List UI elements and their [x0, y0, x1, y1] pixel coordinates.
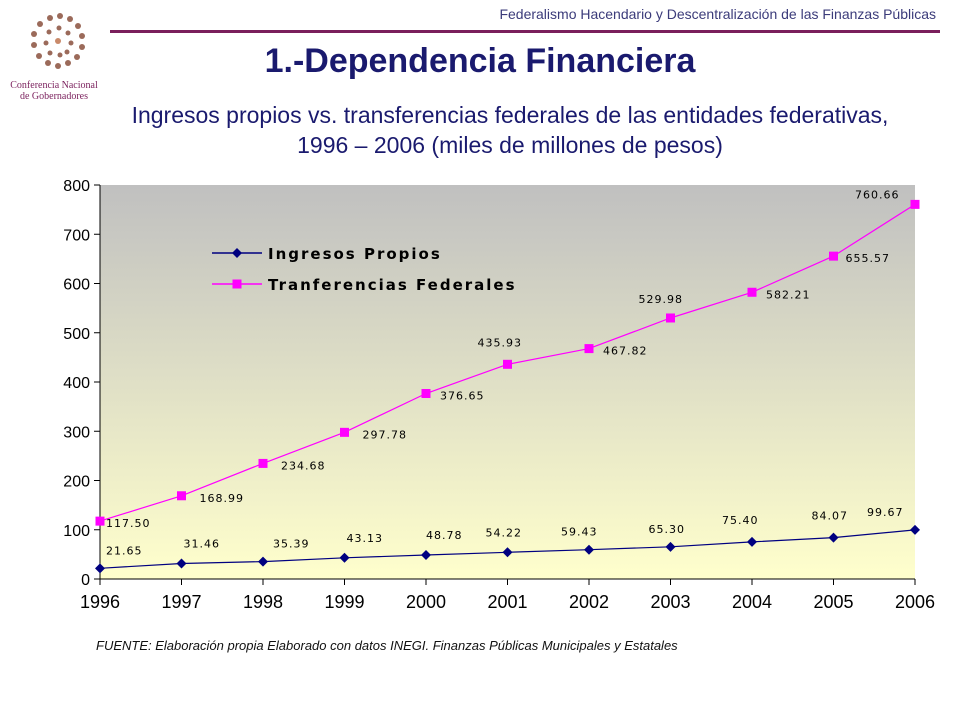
y-tick-label: 300 [63, 424, 90, 441]
point-ingresos-propios [665, 541, 676, 552]
data-label-tranferencias-federales: 582.21 [766, 288, 811, 301]
point-tranferencias-federales [421, 388, 431, 398]
legend: Ingresos Propios Tranferencias Federales [212, 245, 517, 294]
data-label-tranferencias-federales: 376.65 [440, 389, 485, 402]
point-tranferencias-federales [747, 287, 757, 297]
x-tick-label: 2005 [813, 592, 853, 612]
point-tranferencias-federales [340, 427, 349, 437]
data-label-ingresos-propios: 48.78 [426, 529, 463, 542]
point-ingresos-propios [747, 536, 757, 547]
logo-text-line2: de Gobernadores [19, 91, 89, 102]
x-tick-label: 1998 [243, 592, 283, 612]
y-tick-label: 100 [63, 523, 90, 540]
x-tick-label: 1999 [324, 592, 364, 612]
y-tick-label: 200 [63, 474, 90, 491]
point-tranferencias-federales [177, 491, 186, 501]
y-tick-label: 800 [63, 178, 90, 195]
header-divider [110, 30, 940, 33]
header-text: Federalismo Hacendario y Descentralizaci… [499, 6, 936, 22]
point-ingresos-propios [339, 552, 350, 563]
x-tick-label: 2004 [732, 592, 772, 612]
y-tick-label: 400 [63, 375, 90, 392]
data-label-tranferencias-federales: 117.50 [106, 517, 151, 530]
data-label-ingresos-propios: 84.07 [812, 510, 849, 523]
point-ingresos-propios [828, 532, 839, 543]
data-label-ingresos-propios: 75.40 [722, 514, 759, 527]
data-label-ingresos-propios: 21.65 [106, 544, 143, 557]
data-label-tranferencias-federales: 168.99 [200, 492, 245, 505]
source-note: FUENTE: Elaboración propia Elaborado con… [96, 638, 678, 653]
data-label-tranferencias-federales: 529.98 [639, 293, 684, 306]
x-tick-label: 2006 [895, 592, 935, 612]
legend-item-ingresos-propios-label: Ingresos Propios [268, 245, 442, 263]
logo-text-line1: Conferencia Nacional [10, 80, 98, 91]
data-label-tranferencias-federales: 435.93 [478, 336, 523, 349]
legend-item-tranferencias-federales-marker [232, 279, 242, 289]
data-label-tranferencias-federales: 467.82 [603, 345, 648, 358]
legend-item-tranferencias-federales-label: Tranferencias Federales [268, 276, 517, 294]
point-tranferencias-federales [95, 516, 105, 526]
y-tick-label: 600 [63, 277, 90, 294]
data-label-tranferencias-federales: 655.57 [846, 252, 891, 265]
point-ingresos-propios [584, 544, 594, 555]
y-tick-label: 700 [63, 227, 90, 244]
plot-area [100, 185, 915, 579]
point-tranferencias-federales [666, 313, 675, 323]
x-tick-label: 2000 [406, 592, 446, 612]
data-label-ingresos-propios: 65.30 [649, 523, 686, 536]
point-tranferencias-federales [503, 359, 512, 369]
page-title: 1.-Dependencia Financiera [264, 42, 696, 80]
point-ingresos-propios [258, 556, 268, 567]
x-tick-label: 2003 [650, 592, 690, 612]
point-ingresos-propios [910, 524, 920, 535]
x-tick-label: 1997 [161, 592, 201, 612]
point-ingresos-propios [421, 549, 431, 560]
data-label-tranferencias-federales: 760.66 [855, 188, 900, 201]
data-label-tranferencias-federales: 297.78 [363, 428, 408, 441]
y-tick-label: 0 [81, 572, 90, 589]
logo: Conferencia Nacional de Gobernadores [4, 10, 114, 102]
x-tick-label: 2002 [569, 592, 609, 612]
point-ingresos-propios [502, 547, 513, 558]
data-label-tranferencias-federales: 234.68 [281, 459, 326, 472]
chart-subtitle: Ingresos propios vs. transferencias fede… [131, 102, 889, 158]
x-tick-label: 2001 [487, 592, 527, 612]
point-tranferencias-federales [910, 199, 920, 209]
point-tranferencias-federales [584, 344, 594, 354]
point-ingresos-propios [176, 558, 187, 569]
point-ingresos-propios [95, 563, 105, 574]
data-label-ingresos-propios: 35.39 [273, 538, 310, 551]
logo-emblem-icon [31, 13, 85, 69]
data-label-ingresos-propios: 43.13 [347, 532, 384, 545]
logo-text: Conferencia Nacional de Gobernadores [4, 80, 104, 102]
data-label-ingresos-propios: 99.67 [867, 506, 904, 519]
data-label-ingresos-propios: 59.43 [561, 526, 598, 539]
data-label-ingresos-propios: 31.46 [184, 538, 221, 551]
legend-item-ingresos-propios-marker [232, 248, 242, 258]
y-tick-label: 500 [63, 326, 90, 343]
point-tranferencias-federales [258, 458, 268, 468]
data-label-ingresos-propios: 54.22 [486, 526, 523, 539]
x-tick-label: 1996 [80, 592, 120, 612]
point-tranferencias-federales [829, 251, 838, 261]
